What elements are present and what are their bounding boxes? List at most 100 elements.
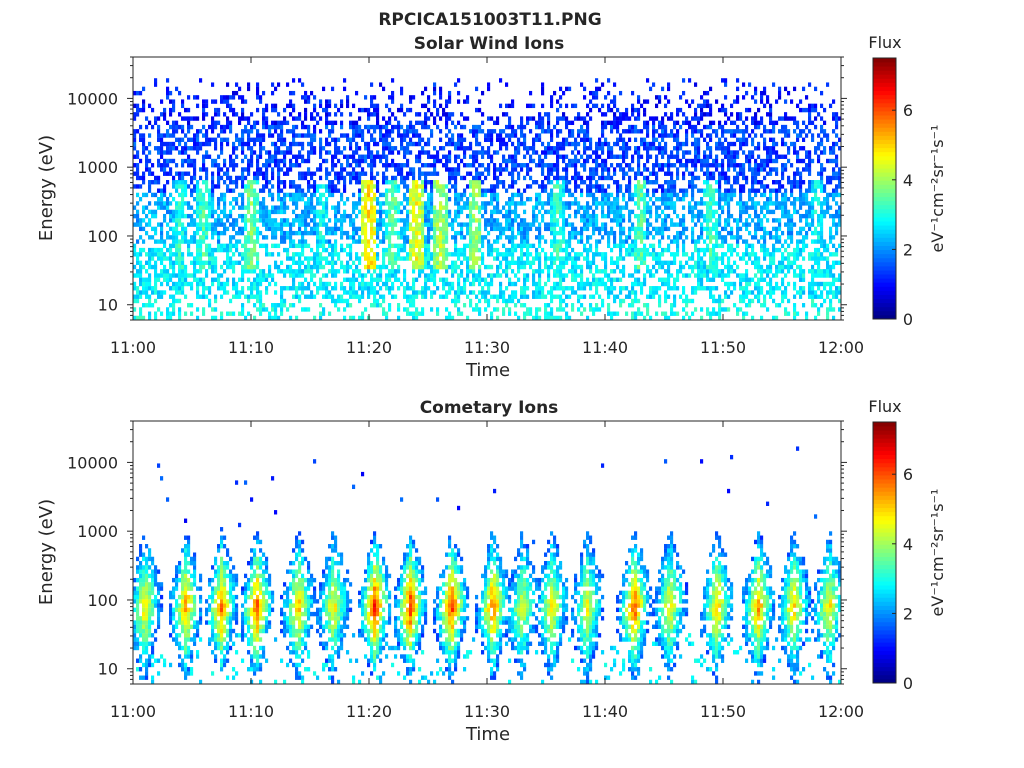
heatmap-cell — [232, 158, 236, 164]
heatmap-cell — [316, 239, 320, 244]
heatmap-cell — [328, 230, 332, 236]
heatmap-cell — [133, 298, 137, 304]
heatmap-cell — [559, 303, 563, 308]
heatmap-cell — [331, 256, 335, 261]
heatmap-cell — [316, 230, 320, 236]
heatmap-cell — [247, 137, 251, 142]
heatmap-cell — [301, 269, 305, 274]
heatmap-cell — [412, 290, 416, 295]
heatmap-cell — [550, 213, 554, 219]
heatmap-cell — [631, 303, 635, 308]
heatmap-cell — [391, 78, 395, 83]
heatmap-cell — [583, 226, 587, 232]
heatmap-cell — [505, 146, 509, 151]
heatmap-cell — [628, 116, 632, 121]
heatmap-cell — [583, 141, 587, 147]
heatmap-cell — [202, 112, 206, 117]
heatmap-cell — [433, 281, 437, 287]
heatmap-cell — [625, 294, 629, 299]
heatmap-cell — [541, 141, 545, 147]
heatmap-cell — [142, 86, 146, 92]
heatmap-cell — [367, 150, 371, 155]
heatmap-cell — [289, 196, 293, 202]
heatmap-cell — [541, 286, 545, 291]
heatmap-cell — [484, 298, 488, 304]
heatmap-cell — [601, 256, 605, 261]
heatmap-cell — [412, 239, 416, 244]
heatmap-cell — [358, 294, 362, 299]
heatmap-cell — [178, 256, 182, 261]
heatmap-cell — [517, 260, 521, 265]
heatmap-cell — [235, 175, 239, 181]
heatmap-cell — [223, 222, 227, 227]
heatmap-cell — [328, 184, 332, 189]
heatmap-cell — [241, 290, 245, 295]
heatmap-cell — [451, 226, 455, 232]
heatmap-cell — [226, 184, 230, 189]
heatmap-cell — [256, 107, 260, 113]
heatmap-cell — [622, 175, 626, 181]
heatmap-cell — [553, 230, 557, 236]
heatmap-cell — [208, 260, 212, 265]
heatmap-cell — [547, 141, 551, 147]
heatmap-cell — [586, 112, 590, 117]
heatmap-cell — [187, 213, 191, 219]
heatmap-cell — [232, 90, 236, 96]
heatmap-cell — [259, 307, 263, 312]
heatmap-cell — [235, 230, 239, 236]
heatmap-cell — [502, 298, 506, 304]
heatmap-cell — [544, 184, 548, 189]
heatmap-cell — [553, 273, 557, 278]
heatmap-cell — [358, 107, 362, 113]
heatmap-cell — [580, 235, 584, 240]
heatmap-cell — [433, 99, 437, 104]
heatmap-cell — [646, 158, 650, 164]
heatmap-cell — [298, 133, 302, 138]
heatmap-cell — [433, 269, 437, 274]
heatmap-cell — [316, 286, 320, 291]
heatmap-cell — [451, 252, 455, 257]
heatmap-cell — [589, 294, 593, 299]
heatmap-cell — [370, 260, 374, 265]
heatmap-cell — [172, 196, 176, 202]
heatmap-cell — [238, 252, 242, 257]
heatmap-cell — [250, 239, 254, 244]
heatmap-cell — [559, 315, 563, 321]
heatmap-cell — [496, 133, 500, 138]
heatmap-cell — [556, 252, 560, 257]
heatmap-cell — [379, 218, 383, 223]
heatmap-cell — [226, 124, 230, 130]
heatmap-cell — [136, 201, 140, 206]
heatmap-cell — [640, 252, 644, 257]
heatmap-cell — [520, 239, 524, 244]
heatmap-cell — [409, 286, 413, 291]
heatmap-cell — [385, 146, 389, 151]
heatmap-cell — [616, 141, 620, 147]
heatmap-cell — [232, 243, 236, 249]
heatmap-cell — [634, 226, 638, 232]
heatmap-cell — [583, 129, 587, 134]
heatmap-cell — [616, 129, 620, 134]
heatmap-cell — [496, 205, 500, 210]
heatmap-cell — [598, 141, 602, 147]
heatmap-cell — [373, 112, 377, 117]
heatmap-cell — [427, 201, 431, 206]
heatmap-cell — [403, 269, 407, 274]
heatmap-cell — [184, 277, 188, 282]
heatmap-cell — [640, 226, 644, 232]
heatmap-cell — [478, 163, 482, 168]
heatmap-cell — [265, 163, 269, 168]
heatmap-cell — [562, 256, 566, 261]
heatmap-cell — [583, 133, 587, 138]
heatmap-cell — [259, 137, 263, 142]
heatmap-cell — [358, 133, 362, 138]
heatmap-cell — [436, 252, 440, 257]
heatmap-cell — [487, 86, 491, 92]
heatmap-cell — [307, 256, 311, 261]
heatmap-cell — [334, 269, 338, 274]
heatmap-cell — [208, 137, 212, 142]
heatmap-cell — [532, 205, 536, 210]
heatmap-cell — [334, 218, 338, 223]
heatmap-cell — [469, 222, 473, 227]
heatmap-cell — [529, 184, 533, 189]
